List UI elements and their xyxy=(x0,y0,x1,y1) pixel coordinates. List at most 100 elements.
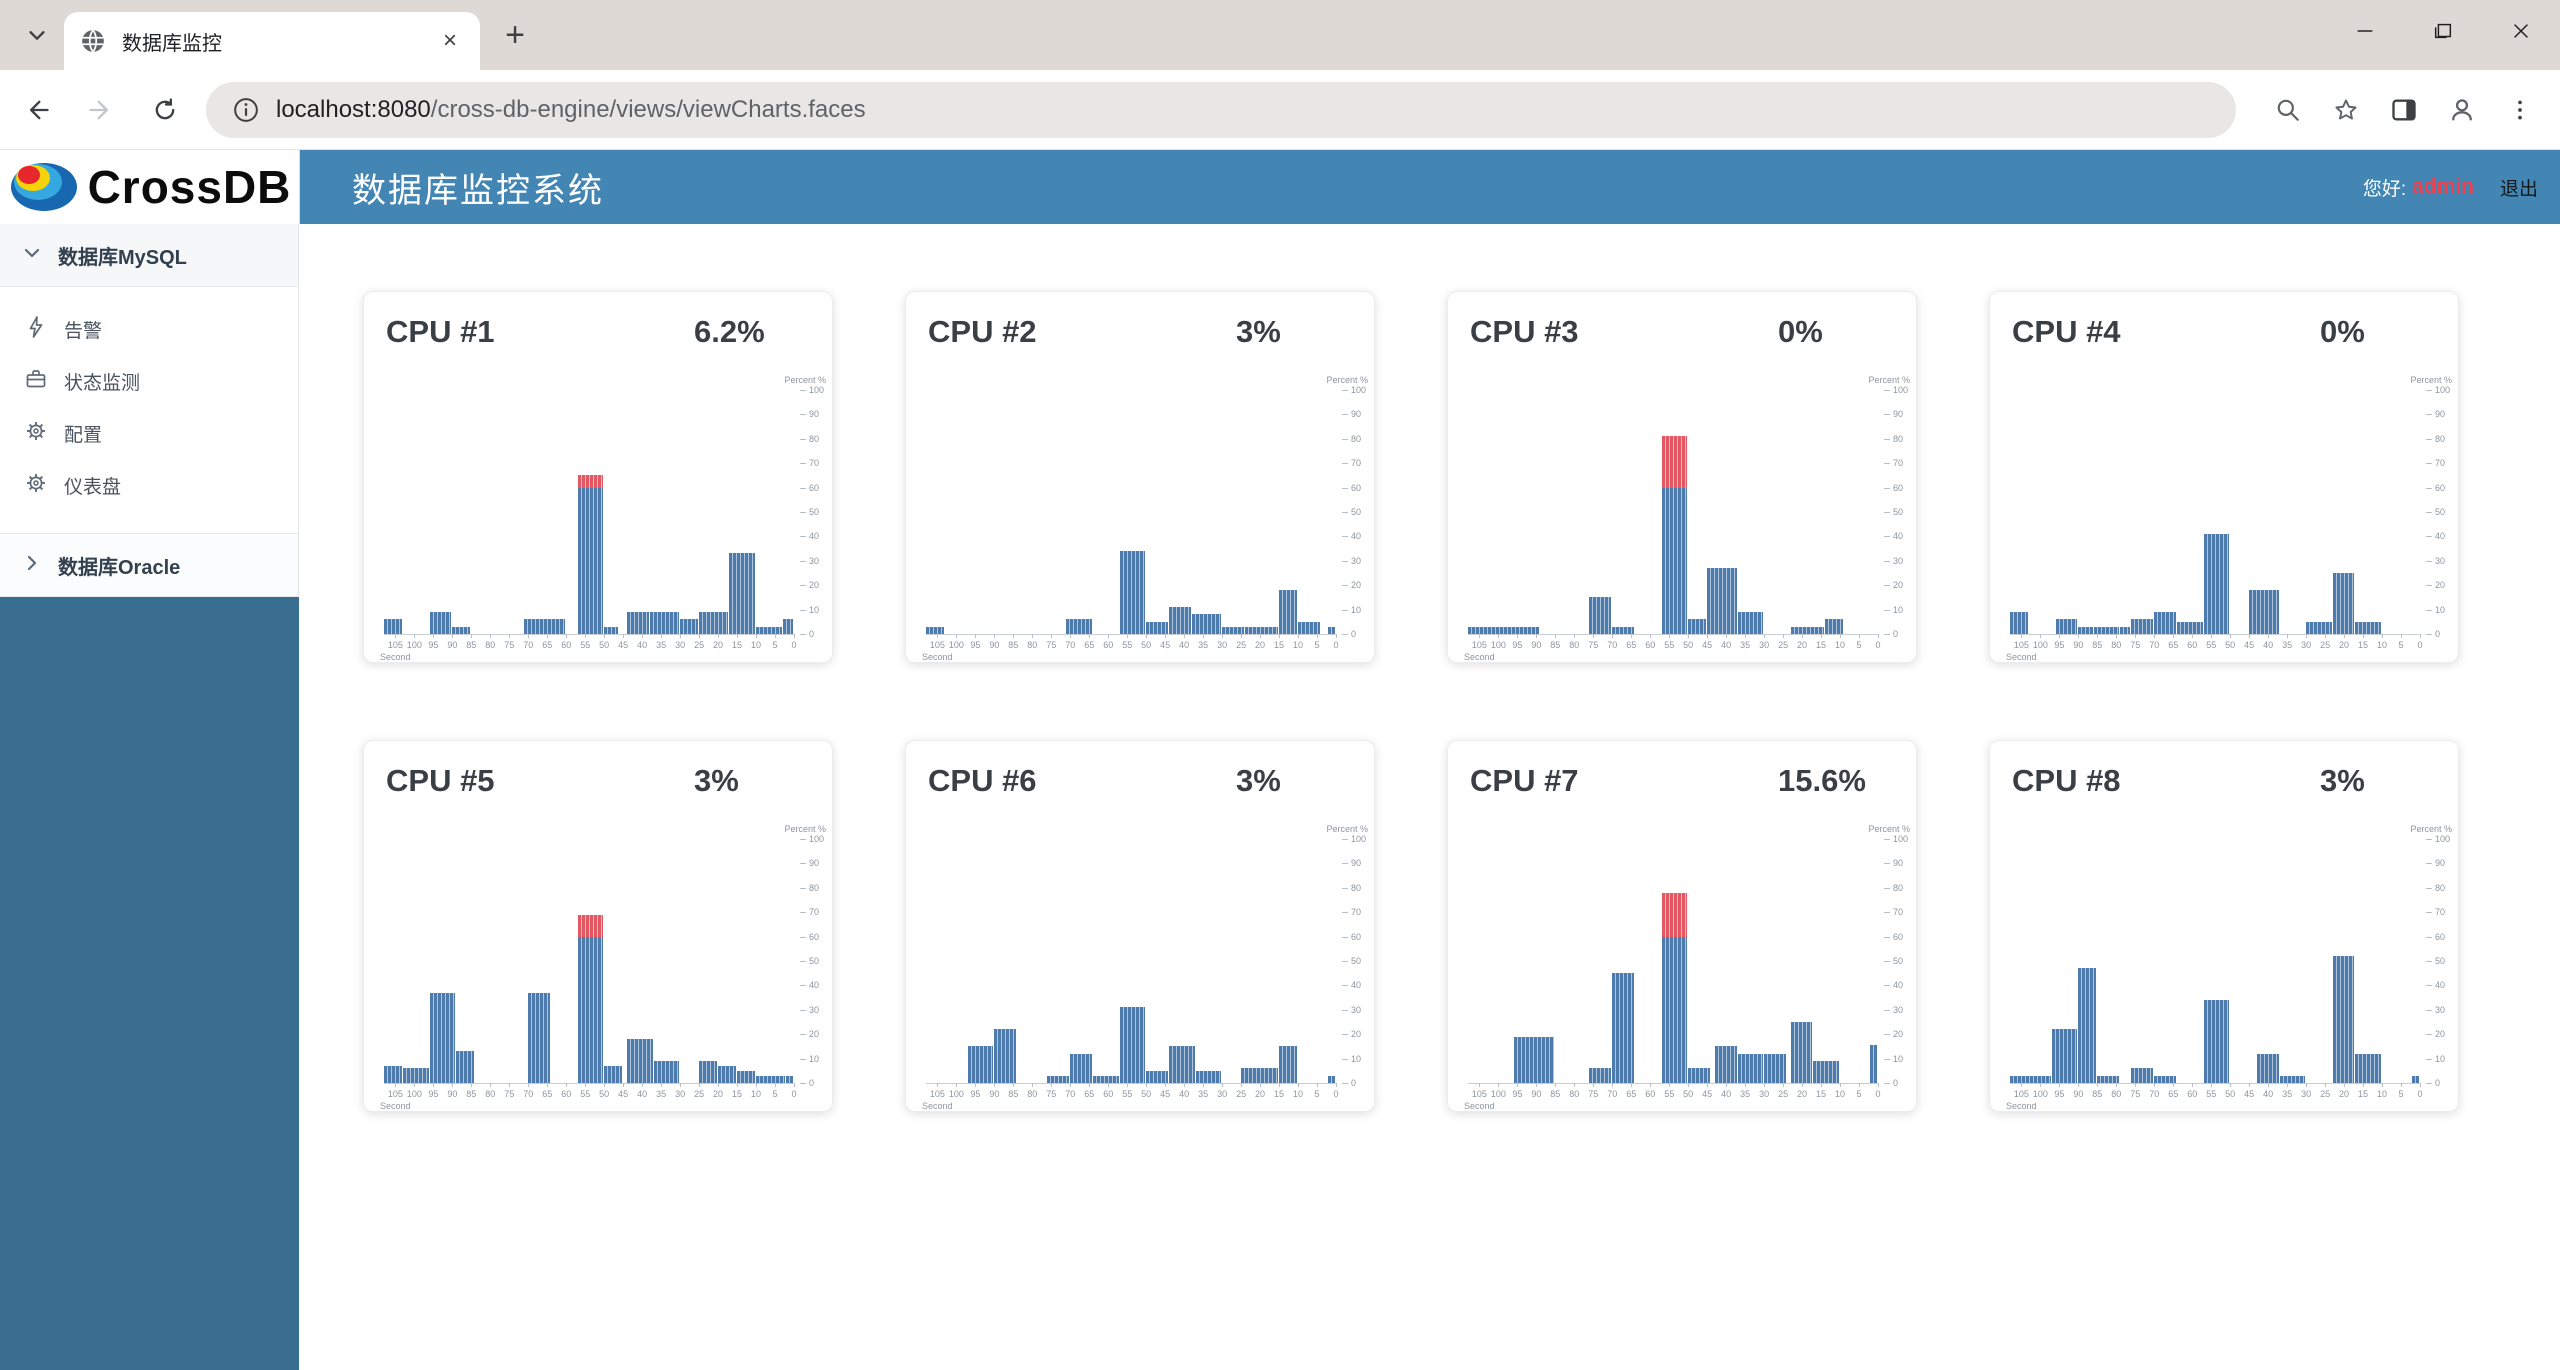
y-tick-label: 100 xyxy=(2435,834,2451,844)
bar-segment xyxy=(2279,1075,2306,1083)
x-tick-label: 0 xyxy=(2417,640,2423,650)
x-tick-label: 5 xyxy=(1856,1089,1862,1099)
x-tick-label: 30 xyxy=(1217,1089,1228,1099)
x-axis-line xyxy=(384,1083,794,1084)
x-tick xyxy=(1260,1083,1262,1087)
x-tick xyxy=(794,634,795,638)
profile-button[interactable] xyxy=(2436,84,2488,136)
sidebar-group-oracle[interactable]: 数据库Oracle xyxy=(0,533,298,597)
cpu-history-chart: 105 100 95 90 85 80 75 70 65 60 55 50 45 40 35 30 25 20 15… xyxy=(1448,292,1918,664)
x-tick xyxy=(794,1083,795,1087)
x-tick xyxy=(718,634,720,638)
bar-over-threshold xyxy=(1661,436,1688,488)
x-tick xyxy=(1165,1083,1167,1087)
y-tick-label: 50 xyxy=(2435,507,2446,517)
x-tick xyxy=(1260,634,1262,638)
x-tick-label: 65 xyxy=(1084,640,1095,650)
x-tick xyxy=(2059,1083,2061,1087)
x-tick xyxy=(1650,634,1652,638)
x-tick xyxy=(1726,634,1728,638)
logout-link[interactable]: 退出 xyxy=(2499,178,2538,200)
x-tick-label: 30 xyxy=(1217,640,1228,650)
sidebar-group-mysql[interactable]: 数据库MySQL xyxy=(0,224,298,287)
x-tick-label: 20 xyxy=(1797,640,1808,650)
x-tick xyxy=(1593,1083,1595,1087)
user-area: 您好: admin 退出 xyxy=(2363,150,2538,224)
forward-button[interactable] xyxy=(74,83,128,137)
browser-menu-button[interactable] xyxy=(2494,84,2546,136)
x-tick-label: 10 xyxy=(1293,640,1304,650)
bar-segment xyxy=(2078,626,2093,634)
window-close-button[interactable] xyxy=(2482,0,2560,62)
bar-normal xyxy=(1244,626,1279,634)
y-tick-label: 60 xyxy=(1351,931,1362,942)
browser-tab[interactable]: 数据库监控 × xyxy=(64,12,480,70)
logo-text: CrossDB xyxy=(87,161,292,213)
sidebar-item-告警[interactable]: 告警 xyxy=(0,303,298,355)
sidebar-item-状态监测[interactable]: 状态监测 xyxy=(0,355,298,407)
y-tick-label: 50 xyxy=(809,507,820,517)
bar-normal xyxy=(2010,1075,2051,1083)
bar-segment xyxy=(604,626,619,634)
bar-segment xyxy=(626,1039,653,1083)
bar-normal xyxy=(680,619,699,634)
cpu-history-chart: 105 100 95 90 85 80 75 70 65 60 55 50 45 40 35 30 25 20 15… xyxy=(364,741,834,1113)
bar-segment xyxy=(1468,626,1540,634)
bar-segment xyxy=(1813,1061,1840,1083)
y-tick xyxy=(800,839,806,840)
x-tick xyxy=(1669,634,1671,638)
x-tick-label: 75 xyxy=(1588,640,1599,650)
cpu-usage-value: 0% xyxy=(1778,314,1823,349)
x-tick-label: 105 xyxy=(929,640,945,650)
bar-segment xyxy=(1612,626,1635,634)
y-tick xyxy=(2426,634,2432,635)
zoom-button[interactable] xyxy=(2262,84,2314,136)
x-tick-label: 40 xyxy=(2263,1089,2274,1099)
reload-button[interactable] xyxy=(138,83,192,137)
x-tick xyxy=(1051,1083,1053,1087)
x-tick xyxy=(1821,634,1823,638)
bar-segment xyxy=(1589,597,1612,634)
new-tab-button[interactable]: + xyxy=(505,15,525,54)
url-bar[interactable]: localhost:8080/cross-db-engine/views/vie… xyxy=(206,81,2236,138)
x-tick xyxy=(737,634,739,638)
x-tick-label: 45 xyxy=(618,640,629,650)
bar-segment xyxy=(926,626,944,634)
cpu-cards-grid: CPU #1 6.2% 105 100 95 90 85 80 75 70 65 60 55 50 45 40… xyxy=(299,224,2560,1112)
bar-normal xyxy=(2306,621,2332,634)
site-info-icon[interactable] xyxy=(230,94,262,126)
back-button[interactable] xyxy=(10,83,64,137)
window-maximize-button[interactable] xyxy=(2404,0,2482,62)
bar-normal xyxy=(994,1029,1017,1083)
sidebar-item-配置[interactable]: 配置 xyxy=(0,407,298,459)
window-minimize-button[interactable] xyxy=(2326,0,2404,62)
bookmark-button[interactable] xyxy=(2320,84,2372,136)
bar-segment xyxy=(994,1029,1017,1083)
x-tick-label: 85 xyxy=(1550,640,1561,650)
window-controls xyxy=(2326,0,2560,70)
y-axis-title: Percent % xyxy=(1868,375,1910,385)
x-tick-label: 10 xyxy=(751,640,762,650)
y-axis-title: Percent % xyxy=(1326,824,1368,834)
y-tick xyxy=(1884,585,1890,587)
x-axis-title: Second xyxy=(380,652,411,662)
y-tick xyxy=(1884,985,1890,987)
sidebar-item-仪表盘[interactable]: 仪表盘 xyxy=(0,459,298,511)
x-tick-label: 75 xyxy=(1046,1089,1057,1099)
x-tick xyxy=(718,1083,720,1087)
x-tick-label: 40 xyxy=(1721,640,1732,650)
bar-segment xyxy=(577,475,604,634)
tab-search-button[interactable] xyxy=(14,12,60,58)
y-tick-label: 70 xyxy=(2435,907,2446,918)
chevron-down-icon xyxy=(20,241,44,270)
x-tick xyxy=(1336,1083,1337,1087)
y-tick-label: 40 xyxy=(1893,980,1904,991)
y-tick-label: 90 xyxy=(1893,858,1904,869)
x-tick xyxy=(1184,634,1186,638)
bar-normal xyxy=(2051,1029,2078,1083)
tab-close-icon[interactable]: × xyxy=(442,27,457,54)
x-tick xyxy=(2021,634,2023,638)
side-panel-button[interactable] xyxy=(2378,84,2430,136)
x-tick xyxy=(1802,634,1804,638)
x-tick-label: 55 xyxy=(2206,640,2217,650)
